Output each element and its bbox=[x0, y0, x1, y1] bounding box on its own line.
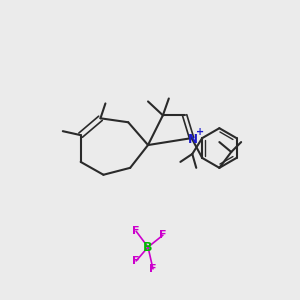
Text: F: F bbox=[159, 230, 166, 240]
Text: F: F bbox=[132, 256, 140, 266]
Text: B: B bbox=[143, 241, 153, 254]
Text: N: N bbox=[188, 133, 198, 146]
Text: F: F bbox=[149, 264, 157, 274]
Text: +: + bbox=[196, 127, 205, 137]
Text: F: F bbox=[132, 226, 140, 236]
